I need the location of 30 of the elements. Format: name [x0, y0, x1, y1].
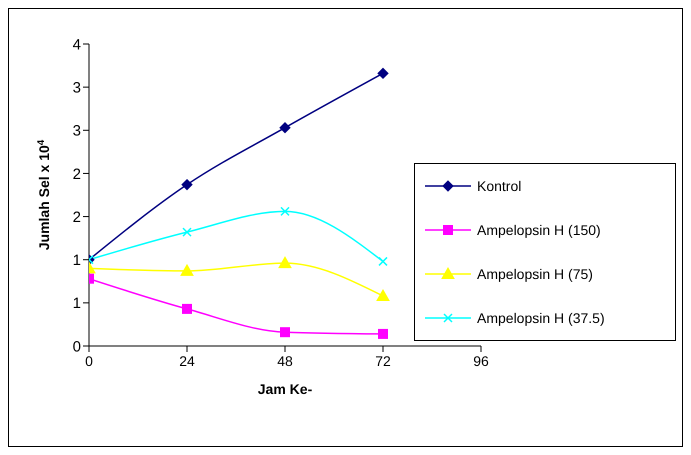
point	[378, 256, 388, 266]
legend-label: Ampelopsin H (75)	[477, 266, 593, 282]
x-tick-label: 48	[277, 353, 293, 369]
point	[278, 256, 292, 268]
x-tick-label: 72	[375, 353, 391, 369]
x-tick-label: 96	[473, 353, 489, 369]
y-tick-label: 2	[72, 208, 81, 226]
legend-label: Ampelopsin H (150)	[477, 222, 601, 238]
x-tick-label: 0	[85, 353, 94, 369]
y-tick-label: 2	[72, 166, 81, 183]
y-tick-label: 0	[72, 338, 81, 356]
legend-label: Kontrol	[477, 178, 522, 194]
point	[180, 264, 194, 276]
x-axis-title: Jam Ke-	[258, 381, 313, 397]
point	[182, 227, 192, 237]
y-tick-label: 3	[72, 79, 81, 96]
point	[378, 328, 388, 339]
y-tick-label: 1	[72, 295, 81, 312]
point	[378, 68, 388, 79]
point	[280, 327, 290, 338]
y-tick-label: 3	[72, 122, 81, 140]
point	[280, 206, 290, 216]
y-tick-label: 4	[72, 36, 81, 54]
legend-label: Ampelopsin H (37.5)	[477, 310, 605, 326]
point	[280, 122, 290, 134]
y-tick-label: 1	[72, 252, 81, 270]
point	[376, 289, 390, 301]
x-tick-label: 24	[179, 353, 195, 369]
point	[182, 179, 192, 190]
point	[182, 304, 192, 314]
